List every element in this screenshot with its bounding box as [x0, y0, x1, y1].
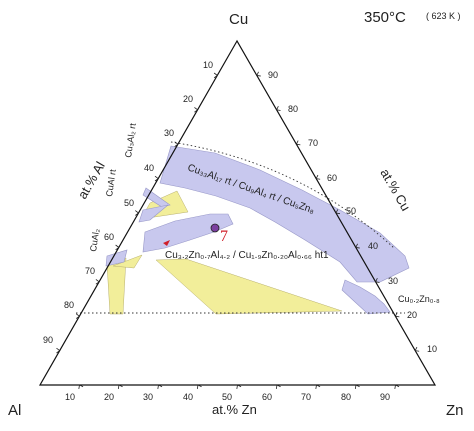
corner-label-cu: Cu	[229, 11, 248, 28]
tick-left: 90	[43, 335, 53, 345]
right-edge-tick	[295, 140, 301, 146]
right-edge-tick	[414, 346, 420, 352]
left-edge-tick	[115, 244, 120, 251]
yellow-region-small	[112, 254, 143, 269]
tick-bottom: 30	[143, 392, 153, 402]
tick-right: 40	[368, 241, 378, 251]
bottom-edge-tick	[236, 384, 242, 390]
phase-label-cu3al2-rt: Cu₃Al₂ rt	[123, 122, 138, 158]
bottom-edge-tick	[196, 384, 202, 390]
left-edge-tick	[213, 72, 218, 79]
tick-left: 70	[85, 266, 95, 276]
left-edge-tick	[154, 175, 159, 182]
temperature-celsius: 350°C	[364, 9, 406, 26]
tick-bottom: 20	[104, 392, 114, 402]
yellow-region-lower	[155, 258, 343, 315]
axis-label-al: at.% Al	[75, 159, 108, 202]
upper-dotted-line	[170, 141, 395, 249]
tick-bottom: 40	[183, 392, 193, 402]
bottom-tick-labels: 10 20 30 40 50 60 70 80 90	[65, 392, 390, 402]
right-edge-tick	[276, 106, 281, 111]
cual2-phase	[105, 249, 128, 267]
tick-right: 70	[308, 138, 318, 148]
phase-label-cual2: CuAl₂	[88, 228, 101, 253]
tick-bottom: 90	[380, 392, 390, 402]
point-label: 7	[220, 228, 228, 245]
tick-bottom: 10	[65, 392, 75, 402]
red-arrow-icon	[163, 240, 170, 246]
tick-left: 30	[164, 128, 174, 138]
left-edge-tick	[95, 279, 100, 285]
left-tick-labels: 10 20 30 40 50 60 70 80 90	[43, 60, 213, 345]
bottom-edge-tick	[275, 384, 281, 390]
right-edge-tick	[375, 278, 380, 283]
bottom-edge-tick	[78, 384, 84, 390]
tick-right: 60	[327, 173, 337, 183]
right-edge-tick	[315, 174, 321, 180]
tick-right: 10	[427, 344, 437, 354]
left-edge-tick	[56, 347, 61, 354]
corner-label-al: Al	[8, 402, 21, 419]
triangle-outline	[38, 39, 437, 386]
left-edge-tick	[194, 107, 199, 113]
composition-point	[210, 223, 220, 233]
tick-right: 50	[346, 206, 356, 216]
tick-bottom: 60	[262, 392, 272, 402]
right-edge-tick	[335, 209, 341, 215]
tick-bottom: 50	[222, 392, 232, 402]
bottom-edge-tick	[354, 384, 360, 390]
tick-right: 30	[388, 276, 398, 286]
axis-label-zn: at.% Zn	[212, 402, 257, 417]
bottom-edge-tick	[157, 384, 163, 390]
bottom-edge-tick	[394, 384, 400, 390]
left-edge-tick	[75, 313, 81, 319]
corner-label-zn: Zn	[446, 402, 464, 419]
bottom-edge-tick	[315, 384, 321, 390]
tick-left: 50	[124, 198, 134, 208]
bottom-edge-tick	[117, 384, 123, 390]
right-edge-tick	[394, 312, 400, 318]
tick-bottom: 80	[341, 392, 351, 402]
left-edge-tick	[174, 141, 179, 147]
phase-label-tau: Cu₃.₂Zn₀.₇Al₄.₂ / Cu₁.₉Zn₀.₂₀Al₀.₆₆ ht1	[165, 250, 329, 261]
phase-label-cual-rt: CuAl rt	[104, 168, 118, 197]
left-edge-tick	[135, 210, 140, 216]
tick-left: 40	[144, 163, 154, 173]
tick-right: 90	[268, 70, 278, 80]
tick-right: 20	[407, 310, 417, 320]
axis-label-cu: at.% Cu	[377, 166, 413, 214]
tick-left: 80	[64, 300, 74, 310]
cuzn-phase	[341, 279, 391, 315]
tick-right: 80	[288, 104, 298, 114]
tick-left: 10	[203, 60, 213, 70]
temperature-kelvin: ( 623 K )	[426, 11, 461, 21]
band-cu-al-zn	[159, 145, 410, 283]
cual2-rt-phase	[138, 204, 169, 223]
right-edge-tick	[256, 71, 261, 77]
phase-label-cuzn: Cu₀.₂Zn₀.₈	[398, 294, 440, 304]
right-tick-labels: 90 80 70 60 50 40 30 20 10	[268, 70, 437, 354]
tick-left: 20	[183, 94, 193, 104]
tick-bottom: 70	[301, 392, 311, 402]
tick-left: 60	[104, 232, 114, 242]
dotted-boundaries	[76, 141, 405, 314]
tick-marks	[56, 71, 420, 390]
right-edge-tick	[355, 243, 360, 249]
